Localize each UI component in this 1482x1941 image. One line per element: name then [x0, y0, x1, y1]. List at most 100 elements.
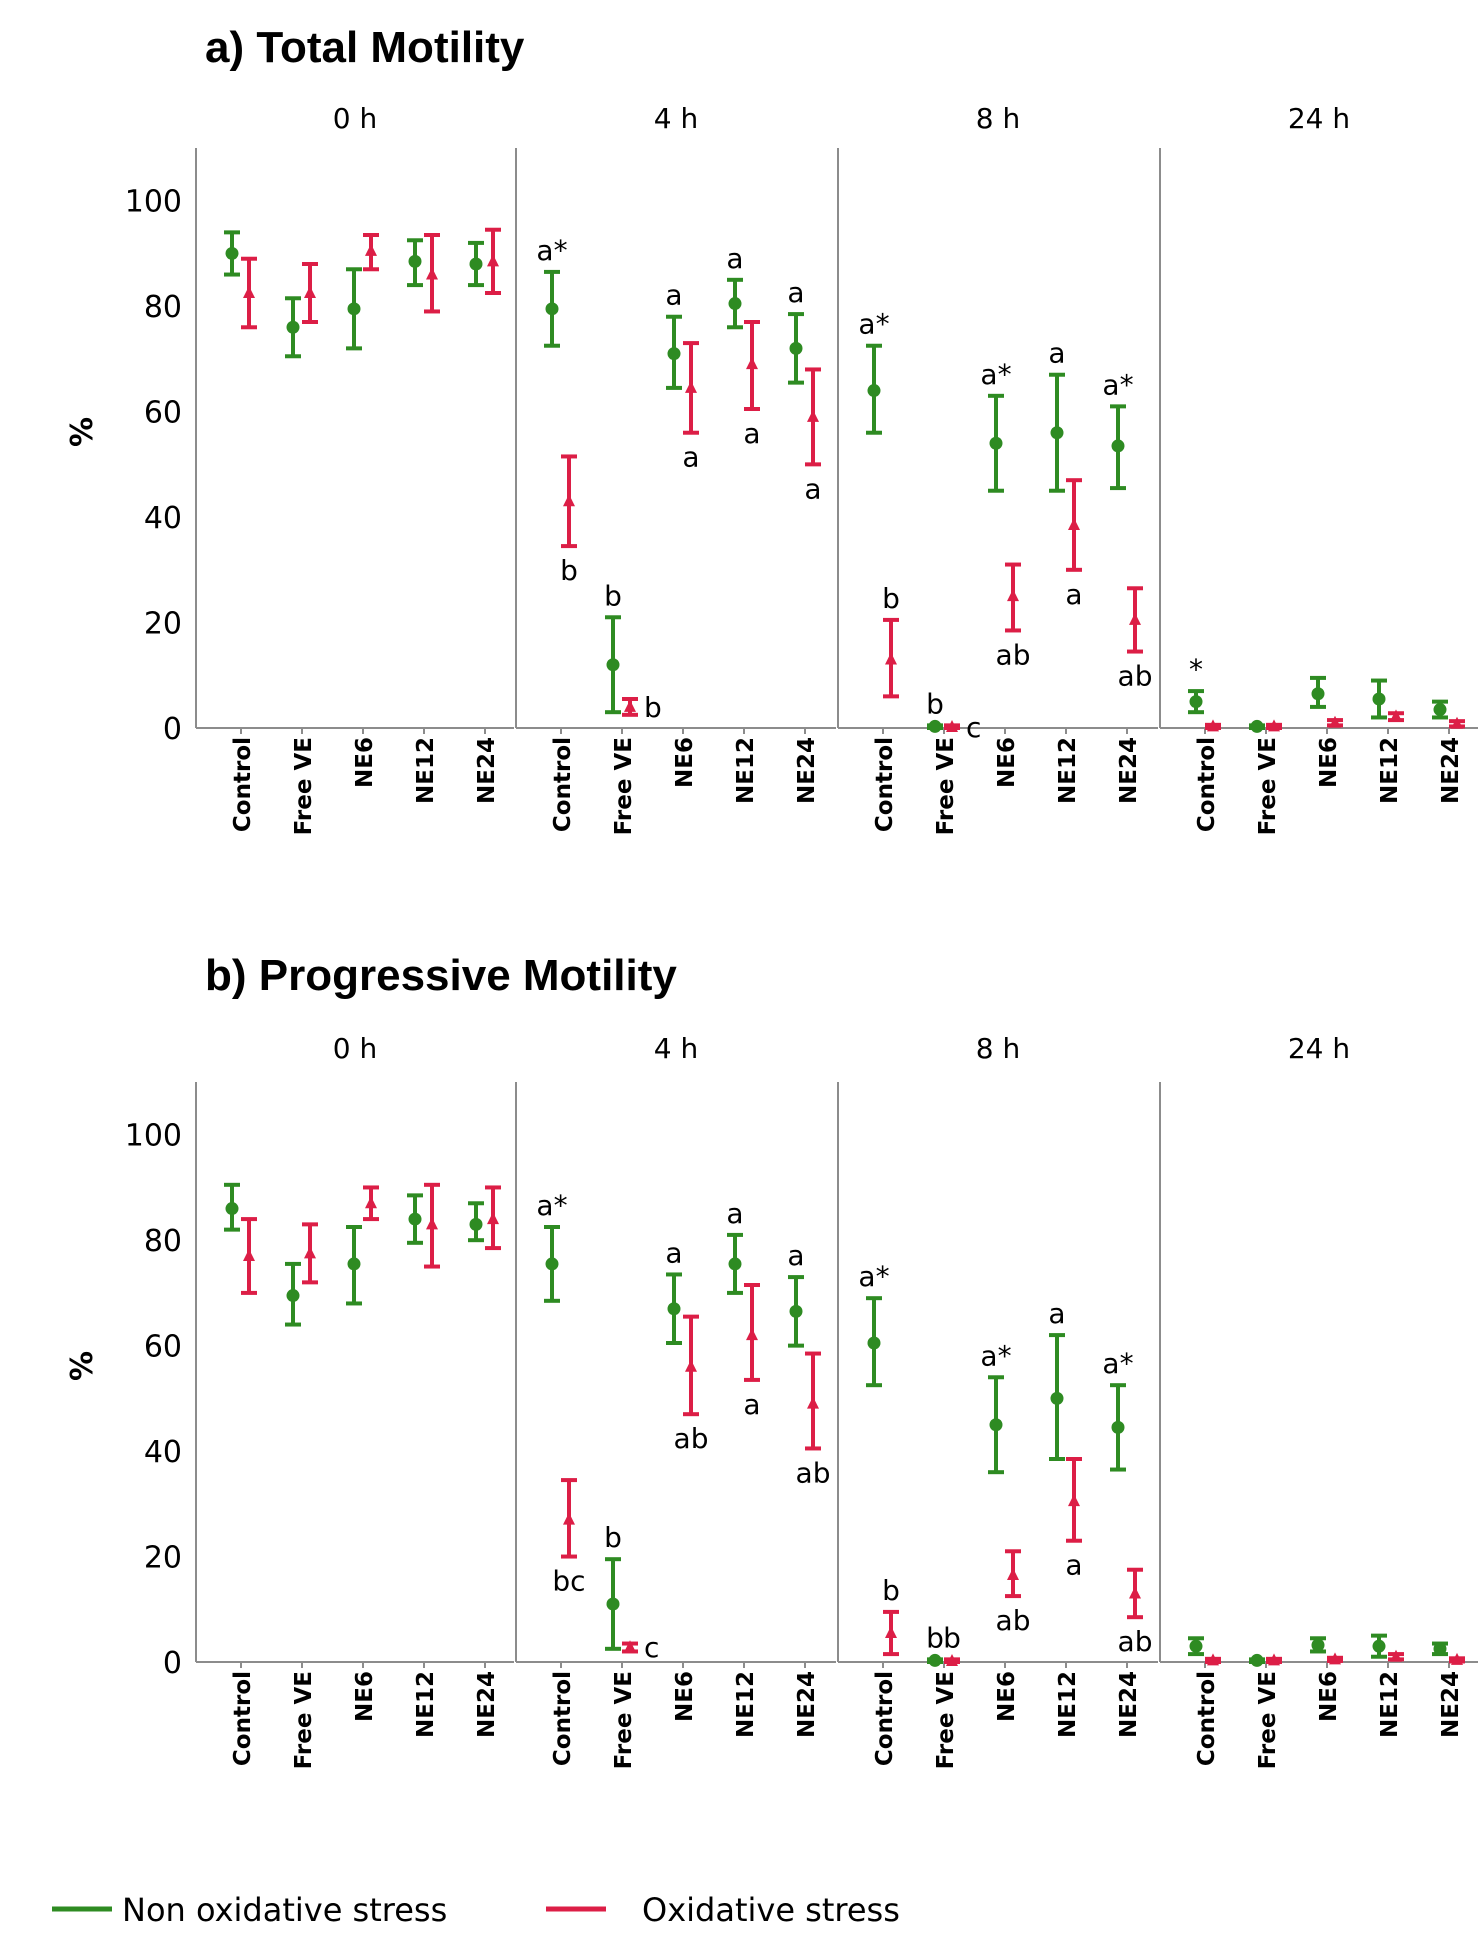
- mean-point-triangle: [624, 1640, 636, 1653]
- x-tick-label: NE6: [672, 737, 698, 788]
- errorbar-non-oxidative: [927, 1653, 943, 1667]
- errorbar-non-oxidative: [1432, 699, 1448, 720]
- significance-label: b: [943, 1621, 961, 1654]
- significance-label: a: [1048, 1297, 1065, 1330]
- mean-point-circle: [225, 246, 239, 260]
- mean-point-triangle: [487, 1212, 499, 1225]
- mean-point-triangle: [563, 494, 575, 507]
- mean-point-circle: [347, 302, 361, 316]
- errorbar-non-oxidative: [544, 269, 560, 348]
- errorbar-non-oxidative: [1310, 675, 1326, 709]
- x-tick-label: NE24: [1438, 1671, 1464, 1738]
- mean-point-circle: [989, 1418, 1003, 1432]
- facet-24h: 24 h Control Free VE NE6 NE12 NE24 *: [1159, 102, 1478, 835]
- mean-point-triangle: [946, 1653, 958, 1666]
- x-tick-label: Free VE: [611, 1671, 637, 1769]
- mean-point-triangle: [1068, 1494, 1080, 1507]
- mean-point-triangle: [563, 1512, 575, 1525]
- errorbar-non-oxidative: [788, 1275, 804, 1348]
- errorbar-non-oxidative: [988, 393, 1004, 493]
- significance-label: a*: [858, 1260, 889, 1293]
- x-tick-label: Control: [872, 737, 898, 832]
- errorbar-oxidative: [1388, 709, 1404, 723]
- mean-point-triangle: [304, 1246, 316, 1259]
- errorbar-oxidative: [1005, 562, 1021, 633]
- x-tick-label: Free VE: [933, 737, 959, 835]
- significance-label: ab: [996, 1604, 1031, 1637]
- x-tick-label: NE12: [1377, 1671, 1403, 1738]
- mean-point-circle: [545, 1257, 559, 1271]
- significance-label: b: [882, 582, 900, 615]
- legend-non-oxidative-label: Non oxidative stress: [122, 1891, 447, 1929]
- errorbar-non-oxidative: [1371, 1633, 1387, 1659]
- significance-label: a*: [536, 234, 567, 267]
- mean-point-circle: [867, 1336, 881, 1350]
- significance-label: a*: [980, 358, 1011, 391]
- mean-point-triangle: [685, 1359, 697, 1372]
- errorbar-non-oxidative: [605, 1557, 621, 1651]
- mean-point-triangle: [243, 286, 255, 298]
- errorbar-oxidative: [363, 233, 379, 272]
- mean-point-triangle: [624, 699, 636, 712]
- mean-point-circle: [1311, 687, 1325, 701]
- mean-point-circle: [606, 1597, 620, 1611]
- errorbar-oxidative: [1266, 1653, 1282, 1666]
- facet-label: 0 h: [333, 1032, 377, 1065]
- x-tick-label: Control: [550, 1671, 576, 1766]
- errorbar-oxidative: [1066, 1457, 1082, 1543]
- x-tick-label: NE12: [1055, 1671, 1081, 1738]
- significance-label: a*: [858, 308, 889, 341]
- mean-point-circle: [989, 436, 1003, 450]
- facet-label: 8 h: [976, 102, 1020, 135]
- errorbar-oxidative: [302, 1222, 318, 1285]
- x-tick-label: NE24: [1116, 1671, 1142, 1738]
- mean-point-circle: [1050, 1391, 1064, 1405]
- errorbar-non-oxidative: [468, 1201, 484, 1243]
- significance-label: ab: [674, 1422, 709, 1455]
- errorbar-non-oxidative: [1110, 1383, 1126, 1472]
- mean-point-circle: [928, 719, 942, 733]
- mean-point-triangle: [1390, 709, 1402, 722]
- errorbar-oxidative: [883, 1609, 899, 1657]
- mean-point-circle: [408, 254, 422, 268]
- y-tick-label: 0: [163, 712, 182, 747]
- x-tick-label: Free VE: [1255, 737, 1281, 835]
- mean-point-triangle: [487, 254, 499, 267]
- mean-point-circle: [867, 384, 881, 398]
- facet-label: 4 h: [654, 102, 698, 135]
- significance-label: a: [1065, 578, 1082, 611]
- x-tick-label: NE6: [1316, 1671, 1342, 1722]
- significance-label: a: [804, 472, 821, 505]
- errorbar-oxidative: [622, 697, 638, 717]
- errorbar-non-oxidative: [346, 267, 362, 351]
- errorbar-oxidative: [1327, 715, 1343, 728]
- chart-1: b) Progressive Motility% 0 20 40 60 80 100 0 h C…: [65, 951, 1478, 1769]
- significance-label: a: [787, 1239, 804, 1272]
- x-tick-label: NE24: [474, 1671, 500, 1738]
- mean-point-triangle: [1329, 1652, 1341, 1665]
- x-tick-label: NE24: [794, 1671, 820, 1738]
- x-tick-label: NE6: [994, 737, 1020, 788]
- significance-label: ab: [1118, 660, 1153, 693]
- mean-point-triangle: [946, 719, 958, 732]
- errorbar-non-oxidative: [407, 238, 423, 288]
- facet-0h: 0 h Control Free VE NE6 NE12 NE24: [195, 1032, 514, 1769]
- errorbar-oxidative: [744, 1283, 760, 1382]
- errorbar-non-oxidative: [468, 240, 484, 288]
- y-tick-label: 20: [144, 1541, 182, 1576]
- significance-label: a: [787, 276, 804, 309]
- mean-point-circle: [1189, 695, 1203, 709]
- x-tick-label: Free VE: [291, 1671, 317, 1769]
- facet-0h: 0 h Control Free VE NE6 NE12 NE24: [195, 102, 514, 835]
- mean-point-circle: [1111, 439, 1125, 453]
- x-tick-label: Control: [230, 737, 256, 832]
- errorbar-oxidative: [241, 1217, 257, 1295]
- mean-point-circle: [1189, 1639, 1203, 1653]
- significance-label: b: [604, 579, 622, 612]
- mean-point-circle: [1250, 719, 1264, 733]
- significance-label: a: [726, 242, 743, 275]
- facet-label: 4 h: [654, 1032, 698, 1065]
- errorbar-non-oxidative: [224, 230, 240, 277]
